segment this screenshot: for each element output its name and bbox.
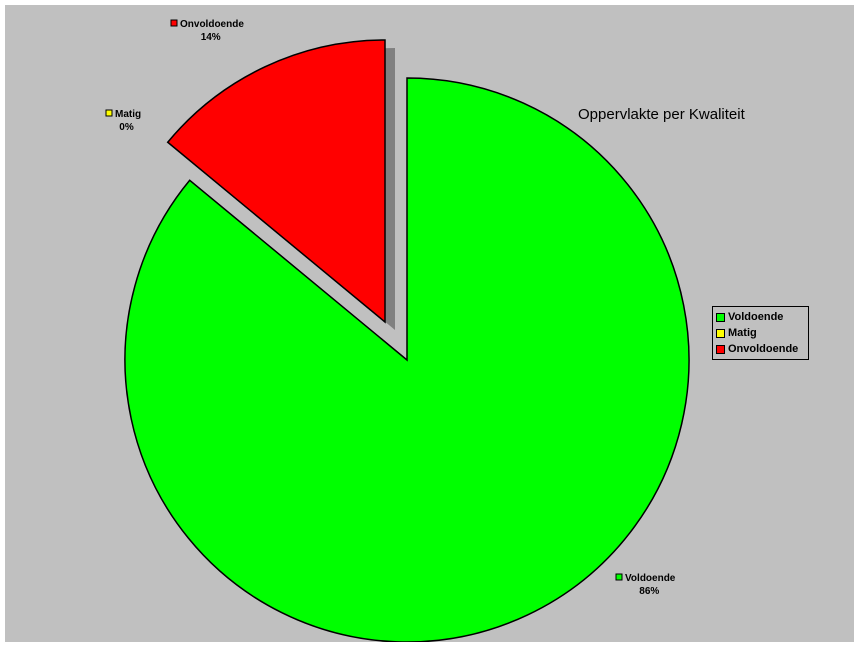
chart-title: Oppervlakte per Kwaliteit	[578, 106, 746, 123]
legend: Voldoende Matig Onvoldoende	[712, 306, 809, 360]
data-label-percent: 0%	[119, 122, 134, 133]
pie-chart: Oppervlakte per Kwaliteit Voldoende 86% Ma…	[105, 19, 746, 642]
legend-item-matig: Matig	[716, 325, 808, 341]
legend-swatch-voldoende	[716, 312, 725, 322]
legend-label: Onvoldoende	[728, 343, 799, 355]
data-label-percent: 14%	[201, 32, 221, 43]
data-label-name: Voldoende	[625, 573, 676, 584]
chart-area: Oppervlakte per Kwaliteit Voldoende 86% Ma…	[5, 5, 854, 642]
data-label-marker	[105, 109, 113, 117]
data-label-percent: 86%	[639, 586, 659, 597]
data-label-marker	[170, 19, 178, 27]
legend-label: Voldoende	[728, 311, 784, 323]
pie-slice-voldoende	[124, 77, 690, 642]
data-label-marker	[615, 573, 623, 581]
pie-slice-onvoldoende	[166, 39, 386, 324]
legend-swatch-matig	[716, 328, 725, 338]
legend-item-voldoende: Voldoende	[716, 309, 808, 325]
data-label-name: Matig	[115, 109, 141, 120]
legend-swatch-onvoldoende	[716, 344, 725, 354]
legend-item-onvoldoende: Onvoldoende	[716, 341, 808, 357]
data-label-name: Onvoldoende	[180, 19, 244, 30]
legend-label: Matig	[728, 327, 757, 339]
